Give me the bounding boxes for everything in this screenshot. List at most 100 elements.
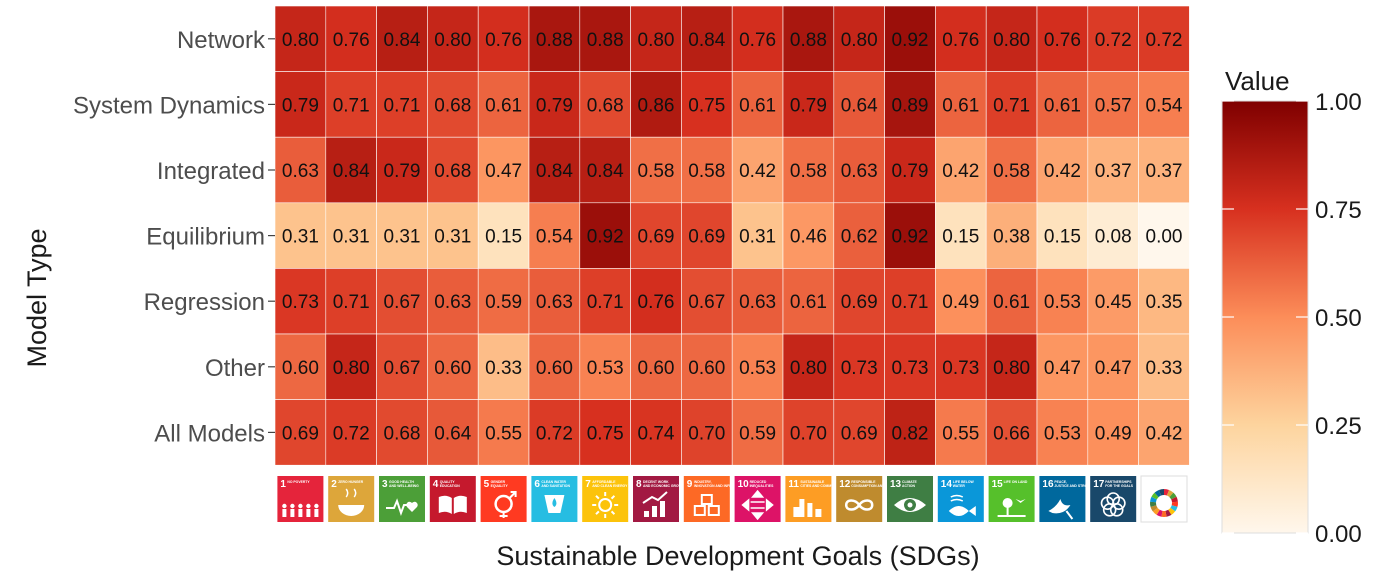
sdg-title: GOOD HEALTH AND WELL-BEING bbox=[389, 480, 419, 488]
cell-value-label: 0.31 bbox=[434, 227, 471, 248]
cell-value-label: 0.61 bbox=[993, 292, 1030, 313]
city-icon bbox=[793, 499, 822, 517]
cell-value-label: 0.80 bbox=[790, 358, 827, 379]
y-axis-title: Model Type bbox=[22, 228, 52, 367]
cell-value-label: 0.57 bbox=[1095, 95, 1132, 116]
cell-value-label: 0.71 bbox=[384, 95, 421, 116]
heatmap-cell bbox=[884, 71, 936, 138]
row-label: Regression bbox=[144, 289, 265, 316]
cell-value-label: 0.47 bbox=[1044, 358, 1081, 379]
heatmap-cell bbox=[935, 333, 987, 400]
heatmap-cell bbox=[731, 136, 784, 204]
sdg-number: 2 bbox=[331, 479, 337, 490]
cell-value-label: 0.62 bbox=[841, 227, 878, 248]
cell-value-label: 0.92 bbox=[587, 227, 624, 248]
cell-value-label: 0.46 bbox=[790, 227, 827, 248]
cell-value-label: 0.80 bbox=[333, 358, 370, 379]
cell-value-label: 0.54 bbox=[536, 227, 573, 248]
sdg-title: QUALITY EDUCATION bbox=[440, 480, 460, 488]
heatmap-cell bbox=[731, 202, 784, 269]
sdg-4-tile: 4 QUALITY EDUCATION bbox=[429, 476, 476, 522]
cell-value-label: 0.37 bbox=[1146, 161, 1183, 182]
cell-value-label: 0.76 bbox=[1044, 30, 1081, 51]
heatmap-cell bbox=[782, 136, 835, 204]
cell-value-label: 0.67 bbox=[384, 358, 421, 379]
cell-value-label: 0.76 bbox=[638, 292, 675, 313]
cell-value-label: 0.68 bbox=[434, 95, 471, 116]
heatmap-cell bbox=[325, 5, 377, 72]
cell-value-label: 0.84 bbox=[384, 30, 421, 51]
cell-value-label: 0.47 bbox=[1095, 358, 1132, 379]
cell-value-label: 0.60 bbox=[638, 358, 675, 379]
sdg-title: INDUSTRY, INNOVATION AND INFRASTRUCTURE bbox=[694, 480, 756, 488]
sun-icon bbox=[592, 492, 619, 518]
heatmap-cells bbox=[274, 5, 1190, 466]
water-drop-icon bbox=[544, 495, 565, 513]
heatmap-cell bbox=[1036, 399, 1089, 466]
sdg-title: RESPONSIBLE CONSUMPTION AND PRODUCTION bbox=[851, 480, 909, 488]
heatmap-cell bbox=[833, 333, 885, 400]
heatmap-cell bbox=[376, 399, 428, 466]
cell-value-label: 0.72 bbox=[333, 423, 370, 444]
heatmap-cell bbox=[681, 268, 733, 335]
sdg-logo-tile bbox=[1140, 475, 1188, 523]
sdg-15-tile: 15 LIFE ON LAND bbox=[988, 476, 1035, 522]
cell-value-label: 0.33 bbox=[1146, 358, 1183, 379]
heatmap-cell bbox=[935, 399, 987, 466]
cell-value-label: 0.76 bbox=[942, 30, 979, 51]
legend-tick-label: 1.00 bbox=[1315, 89, 1362, 116]
heatmap-cell bbox=[985, 136, 1038, 204]
sdg-number: 7 bbox=[585, 479, 591, 490]
cell-value-label: 0.75 bbox=[688, 95, 725, 116]
sdg-title: CLEAN WATER AND SANITATION bbox=[541, 480, 570, 488]
cubes-icon bbox=[693, 494, 720, 516]
cell-value-label: 0.64 bbox=[841, 95, 878, 116]
cell-value-label: 0.00 bbox=[1146, 227, 1183, 248]
heatmap-cell bbox=[1138, 399, 1190, 466]
cell-value-label: 0.92 bbox=[892, 227, 929, 248]
cell-value-label: 0.74 bbox=[638, 423, 675, 444]
heatmap-cell bbox=[1138, 333, 1190, 400]
heatmap-cell bbox=[1138, 268, 1190, 335]
heatmap-cell bbox=[935, 136, 987, 204]
heatmap-cell bbox=[1036, 268, 1089, 335]
cell-value-label: 0.75 bbox=[587, 423, 624, 444]
sdg-number: 3 bbox=[382, 479, 388, 490]
heatmap-cell bbox=[782, 71, 835, 138]
heatmap-cell bbox=[1138, 5, 1190, 72]
sdg-title: REDUCED INEQUALITIES bbox=[750, 480, 774, 488]
heatmap-cell bbox=[274, 399, 327, 466]
cell-value-label: 0.55 bbox=[485, 423, 522, 444]
cell-value-label: 0.35 bbox=[1146, 292, 1183, 313]
row-label: Other bbox=[205, 355, 265, 382]
cell-value-label: 0.64 bbox=[434, 423, 471, 444]
heatmap-cell bbox=[833, 202, 885, 269]
heatmap-cell bbox=[731, 399, 784, 466]
sdg-5-tile: 5 GENDER EQUALITY bbox=[480, 476, 527, 522]
sdg-icon-row: 1 NO POVERTY 2 ZERO HUNGER 3 GOOD HEALTH AND W… bbox=[277, 475, 1188, 523]
heatmap-cell bbox=[427, 136, 479, 204]
cell-value-label: 0.68 bbox=[434, 161, 471, 182]
heatmap-cell bbox=[376, 268, 428, 335]
cell-value-label: 0.80 bbox=[993, 30, 1030, 51]
heatmap-cell bbox=[681, 333, 733, 400]
cell-value-label: 0.08 bbox=[1095, 227, 1132, 248]
x-axis-title: Sustainable Development Goals (SDGs) bbox=[496, 541, 979, 571]
heatmap-cell bbox=[681, 71, 733, 138]
sdg-number: 8 bbox=[636, 479, 642, 490]
row-label: System Dynamics bbox=[73, 92, 265, 119]
heatmap-cell bbox=[731, 71, 784, 138]
cell-value-label: 0.69 bbox=[841, 423, 878, 444]
sdg-8-tile: 8 DECENT WORK AND ECONOMIC GROWTH bbox=[633, 476, 687, 522]
cell-value-label: 0.53 bbox=[587, 358, 624, 379]
sdg-title: GENDER EQUALITY bbox=[491, 480, 509, 488]
cell-value-label: 0.31 bbox=[384, 227, 421, 248]
legend-color-bar bbox=[1221, 100, 1309, 534]
heatmap-cell bbox=[528, 268, 581, 335]
gender-icon bbox=[494, 491, 517, 518]
cell-value-label: 0.80 bbox=[282, 30, 319, 51]
sdg-title: PEACE, JUSTICE AND STRONG INSTITUTIONS bbox=[1054, 480, 1117, 488]
sdg-number: 4 bbox=[433, 479, 439, 490]
heatmap-cell bbox=[274, 136, 327, 204]
cell-value-label: 0.69 bbox=[688, 227, 725, 248]
